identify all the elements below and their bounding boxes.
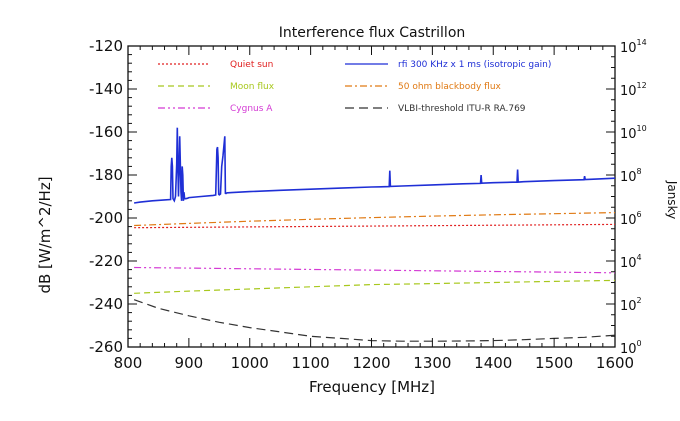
x-tick-label-2: 1000 bbox=[231, 354, 269, 372]
series-line-0 bbox=[134, 223, 616, 229]
series-line-2 bbox=[134, 279, 616, 294]
y-tick-label-6: -240 bbox=[89, 295, 123, 313]
x-tick-label-0: 800 bbox=[114, 354, 143, 372]
y2-tick-label-1: 1012 bbox=[620, 81, 647, 99]
y2-tick-label-4: 106 bbox=[620, 210, 642, 228]
y-tick-label-1: -140 bbox=[89, 80, 123, 98]
legend-label-1: rfi 300 KHz x 1 ms (isotropic gain) bbox=[398, 60, 551, 70]
x-tick-label-6: 1400 bbox=[474, 354, 512, 372]
x-axis: 800 900 1000 1100 1200 1300 1400 1500 1600 bbox=[114, 46, 634, 372]
y-tick-label-3: -180 bbox=[89, 166, 123, 184]
x-tick-label-5: 1300 bbox=[413, 354, 451, 372]
x-tick-label-1: 900 bbox=[175, 354, 204, 372]
y-tick-label-5: -220 bbox=[89, 252, 123, 270]
y-tick-label-0: -120 bbox=[89, 37, 123, 55]
x-tick-label-3: 1100 bbox=[292, 354, 330, 372]
y2-tick-label-3: 108 bbox=[620, 167, 642, 185]
series-line-5 bbox=[133, 299, 616, 342]
y-axis-right-label: Jansky bbox=[665, 180, 679, 219]
x-tick-label-8: 1600 bbox=[596, 354, 634, 372]
x-tick-label-7: 1500 bbox=[535, 354, 573, 372]
series-line-4 bbox=[134, 266, 616, 274]
legend-label-3: 50 ohm blackbody flux bbox=[398, 82, 502, 92]
y2-tick-label-6: 102 bbox=[620, 296, 642, 314]
y-axis-left: -120 -140 -160 -180 -200 -220 -240 -260 bbox=[89, 37, 137, 356]
x-tick-label-4: 1200 bbox=[352, 354, 390, 372]
legend-label-2: Moon flux bbox=[230, 82, 275, 92]
y2-tick-label-7: 100 bbox=[620, 339, 642, 357]
y-tick-label-2: -160 bbox=[89, 123, 123, 141]
y-tick-label-7: -260 bbox=[89, 338, 123, 356]
y2-tick-label-2: 1010 bbox=[620, 124, 647, 142]
plot-area bbox=[127, 45, 616, 348]
series-line-3 bbox=[134, 212, 616, 227]
legend: Quiet sun rfi 300 KHz x 1 ms (isotropic g… bbox=[158, 60, 551, 114]
y2-tick-label-0: 1014 bbox=[620, 38, 647, 56]
legend-label-4: Cygnus A bbox=[230, 104, 273, 114]
y-axis-label: dB [W/m^2/Hz] bbox=[36, 176, 54, 293]
x-axis-label: Frequency [MHz] bbox=[309, 378, 435, 396]
legend-label-5: VLBI-threshold ITU-R RA.769 bbox=[398, 104, 526, 114]
y-tick-label-4: -200 bbox=[89, 209, 123, 227]
y2-tick-label-5: 104 bbox=[620, 253, 642, 271]
legend-label-0: Quiet sun bbox=[230, 60, 273, 70]
series-line-1 bbox=[133, 127, 616, 204]
y-axis-right: 1014 1012 1010 108 106 104 102 100 bbox=[606, 38, 647, 357]
chart-title: Interference flux Castrillon bbox=[279, 25, 466, 41]
